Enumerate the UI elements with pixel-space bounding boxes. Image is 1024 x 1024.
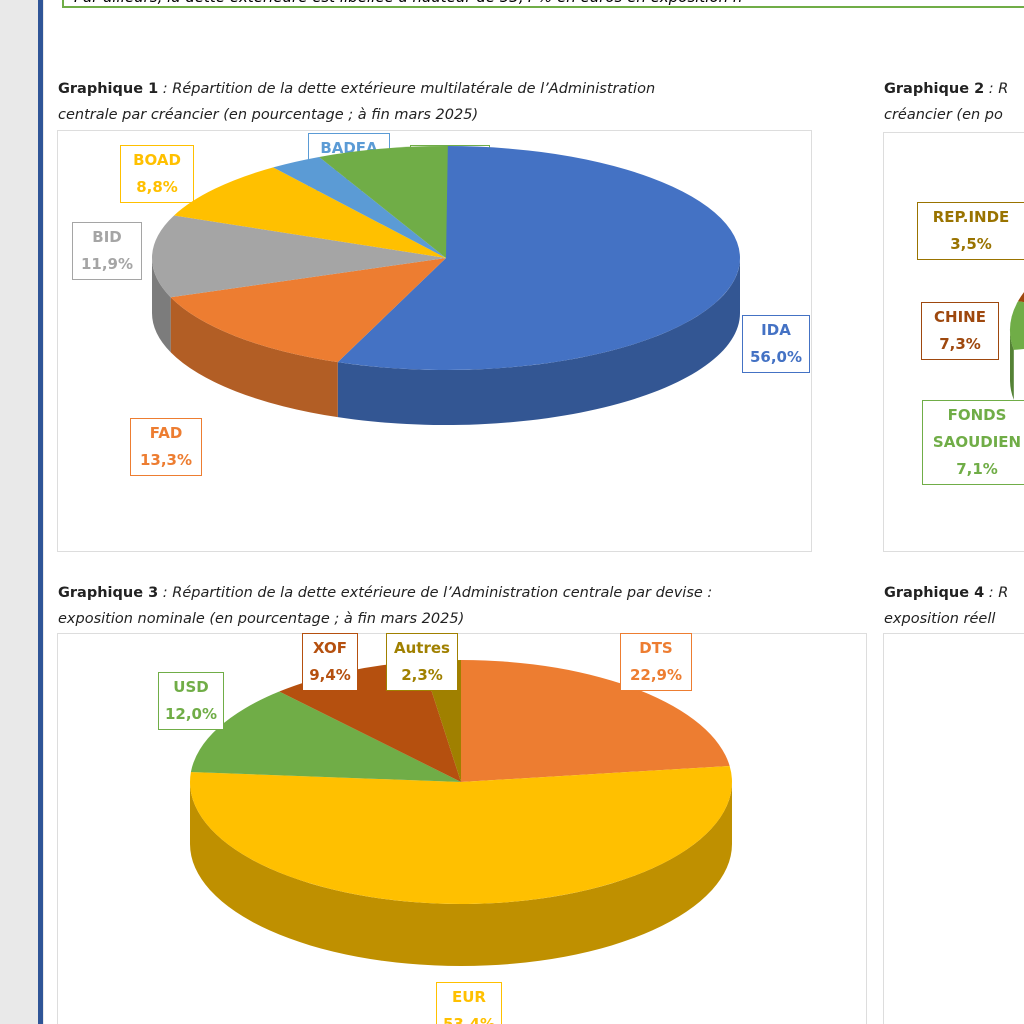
label-category: XOF xyxy=(312,639,348,657)
label-category: DTS xyxy=(639,639,673,657)
label-category: USD xyxy=(173,678,209,696)
chart-frame xyxy=(57,633,867,1024)
data-label: BOAD 8,8% xyxy=(120,145,194,203)
chart-title: Graphique 3 : Répartition de la dette ex… xyxy=(58,580,712,632)
slice xyxy=(1017,292,1024,303)
slice xyxy=(151,215,446,298)
label-category: FAD xyxy=(149,424,183,442)
slice xyxy=(319,146,448,258)
slice xyxy=(190,691,461,782)
title-lead: Graphique 4 xyxy=(884,585,985,601)
label-value: 56,0% xyxy=(749,348,803,366)
chart-title: Graphique 4 : R exposition réell xyxy=(884,580,1008,632)
slice xyxy=(170,258,446,363)
label-value: 2,3% xyxy=(401,666,443,684)
title-subtitle: exposition réell xyxy=(884,611,996,627)
data-label: FONDS SAOUDIEN 7,1% xyxy=(922,400,1024,485)
slice xyxy=(189,765,732,905)
title-text: : Répartition de la dette extérieure mul… xyxy=(158,81,656,97)
chart-frame xyxy=(883,633,1024,1024)
title-lead: Graphique 3 xyxy=(58,585,159,601)
slice xyxy=(273,156,446,258)
title-text: : R xyxy=(984,585,1009,601)
chart-title: Graphique 1 : Répartition de la dette ex… xyxy=(58,76,655,128)
label-category: FONDS SAOUDIEN xyxy=(932,406,1022,451)
label-category: CHINE xyxy=(934,308,986,326)
label-value: 22,9% xyxy=(629,666,683,684)
data-label: DTS 22,9% xyxy=(620,633,692,691)
slice xyxy=(1010,301,1024,350)
slice xyxy=(461,660,730,782)
label-value: 13,3% xyxy=(139,451,193,469)
chart-frame xyxy=(57,130,812,552)
label-value: 12,0% xyxy=(164,705,218,723)
title-subtitle: centrale par créancier (en pourcentage ;… xyxy=(58,107,479,123)
intro-text: Par ailleurs, la dette extérieure est li… xyxy=(62,0,1024,8)
data-label: USD 12,0% xyxy=(158,672,224,730)
title-text: : Répartition de la dette extérieure de … xyxy=(158,585,713,601)
data-label: REP.INDE 3,5% xyxy=(917,202,1024,260)
label-category: BID xyxy=(92,228,122,246)
label-category: BOAD xyxy=(133,151,181,169)
chart-frame xyxy=(883,132,1024,552)
title-lead: Graphique 2 xyxy=(884,81,985,97)
data-label: CHINE 7,3% xyxy=(921,302,999,360)
label-value: 11,9% xyxy=(80,255,134,273)
slice xyxy=(337,146,740,370)
label-value: 53,4% xyxy=(442,1015,496,1024)
data-label: Autres 2,3% xyxy=(386,633,458,691)
slice-side xyxy=(1010,330,1014,400)
slice xyxy=(174,167,447,258)
label-category: REP.INDE xyxy=(932,208,1010,226)
slice-side xyxy=(190,782,732,966)
label-category: EUR xyxy=(452,988,486,1006)
label-value: 3,5% xyxy=(950,235,992,253)
chart-title: Graphique 2 : R créancier (en po xyxy=(884,76,1008,128)
label-category: IDA xyxy=(761,321,791,339)
slice-side xyxy=(337,258,740,425)
title-lead: Graphique 1 xyxy=(58,81,159,97)
title-text: : R xyxy=(984,81,1009,97)
data-label: FAD 13,3% xyxy=(130,418,202,476)
slice-side xyxy=(152,258,171,353)
data-label: XOF 9,4% xyxy=(302,633,358,691)
title-subtitle: créancier (en po xyxy=(884,107,1003,123)
label-value: 8,8% xyxy=(136,178,178,196)
label-value: 7,1% xyxy=(956,460,998,478)
label-category: Autres xyxy=(394,639,450,657)
data-label: BID 11,9% xyxy=(72,222,142,280)
slice-side xyxy=(170,297,338,418)
data-label: EUR 53,4% xyxy=(436,982,502,1024)
label-value: 9,4% xyxy=(309,666,351,684)
title-subtitle: exposition nominale (en pourcentage ; à … xyxy=(58,611,465,627)
slice xyxy=(279,661,461,782)
margin-bar xyxy=(38,0,43,1024)
data-label: IDA 56,0% xyxy=(742,315,810,373)
label-value: 7,3% xyxy=(939,335,981,353)
